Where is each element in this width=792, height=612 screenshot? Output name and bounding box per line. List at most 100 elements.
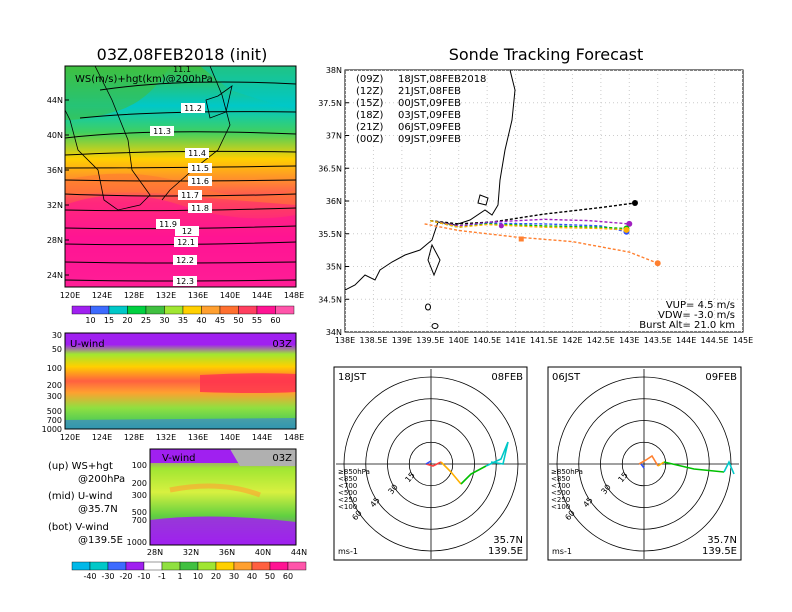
ws-colorbar-cell — [238, 305, 258, 315]
track-lon-tick: 142E — [562, 336, 582, 345]
polar-hodograph-segment — [425, 460, 432, 465]
contour-label-top: 11.1 — [173, 65, 191, 74]
track-lon-tick: 141.5E — [530, 336, 558, 345]
ws-colorbar-label: 30 — [159, 316, 169, 325]
track-end-point — [623, 226, 630, 233]
ws-colorbar-cell — [90, 305, 110, 315]
v-colorbar-cell — [179, 561, 199, 571]
polar-level-label: <100 — [551, 503, 570, 511]
track-lon-tick: 143E — [619, 336, 639, 345]
track-series — [424, 199, 661, 267]
note-bot-2: @139.5E — [78, 535, 123, 546]
track-lat-ticks: 38N 37.5N 37N 36.5N 36N 35.5N 35N 34.5N 34N — [318, 66, 349, 337]
track-lon-tick: 138E — [335, 336, 355, 345]
v-colorbar-label: 30 — [229, 572, 239, 581]
ws-lat-tick: 40N — [47, 131, 63, 140]
uwind-lon-tick: 120E — [60, 433, 80, 442]
contour-label-bg — [188, 176, 212, 186]
polar2-units: ms-1 — [552, 547, 572, 556]
uwind-lon-tick: 124E — [92, 433, 112, 442]
v-colorbar-label: 10 — [193, 572, 203, 581]
v-colorbar-label: 20 — [211, 572, 221, 581]
uwind-time: 03Z — [272, 339, 292, 350]
polar-hodograph-segment — [723, 460, 735, 475]
polar-hodograph-segment — [485, 441, 509, 467]
v-colorbar-label: -1 — [158, 572, 166, 581]
ws-lon-tick: 132E — [156, 291, 176, 300]
polar-hodograph-segment — [460, 465, 487, 485]
polar2-date: 09FEB — [705, 372, 737, 383]
ws-colorbar-label: 25 — [141, 316, 151, 325]
polar-level-label: ≥850hPa — [551, 468, 583, 476]
vwind-label: V-wind — [162, 453, 196, 464]
uwind-p-tick: 700 — [47, 416, 62, 425]
track-lon-tick: 140.5E — [473, 336, 501, 345]
v-colorbar-cell — [143, 561, 163, 571]
note-up-2: @200hPa — [78, 474, 126, 485]
legend-code: (12Z) — [356, 86, 383, 97]
ws-colorbar-label: 45 — [215, 316, 225, 325]
uwind-lon-tick: 132E — [156, 433, 176, 442]
track-lat-tick: 36.5N — [318, 164, 342, 173]
contour-label-bg — [173, 276, 197, 286]
v-colorbar-cell — [71, 561, 91, 571]
polar-level-label: <700 — [338, 482, 357, 490]
polar-level-label: <250 — [551, 496, 570, 504]
v-colorbar-cell — [107, 561, 127, 571]
track-line — [430, 218, 630, 227]
contour-label: 11.5 — [191, 164, 209, 173]
ws-colorbar-cell — [275, 305, 295, 315]
track-burst-marker — [498, 223, 504, 229]
ws-colorbar-cell — [201, 305, 221, 315]
contour-label-bg — [181, 103, 205, 113]
ws-lat-tick: 44N — [47, 96, 63, 105]
vwind-lat-ticks: 28N 32N 36N 40N 44N — [147, 548, 307, 557]
contour-label-bg — [185, 148, 209, 158]
right-title: Sonde Tracking Forecast — [449, 45, 644, 64]
contour-label: 11.8 — [191, 204, 209, 213]
ws-lat-tick: 28N — [47, 236, 63, 245]
ws-contour-labels: 11.2 11.3 11.4 11.5 11.6 11.7 11.8 11.9 12 12.1 12… — [150, 103, 212, 286]
ws-colorbar-label: 10 — [85, 316, 95, 325]
ws-lon-tick: 120E — [60, 291, 80, 300]
vwind-lat-tick: 32N — [183, 548, 199, 557]
contour-label-bg — [173, 255, 197, 265]
note-bot-1: (bot) V-wind — [48, 522, 109, 533]
track-lon-tick: 143.5E — [644, 336, 672, 345]
burst-label: Burst Alt= 21.0 km — [639, 320, 735, 331]
legend-time: 00JST,09FEB — [398, 98, 461, 109]
vdw-label: VDW= -3.0 m/s — [658, 310, 735, 321]
track-lon-tick: 139.5E — [416, 336, 444, 345]
polar2-lon: 139.5E — [702, 546, 737, 557]
polar-level-label: <250 — [338, 496, 357, 504]
ws-colorbar-cell — [145, 305, 165, 315]
legend-code: (18Z) — [356, 110, 383, 121]
contour-label-bg — [156, 219, 180, 229]
ws-colorbar-cell — [127, 305, 147, 315]
vwind-p-tick: 700 — [132, 516, 147, 525]
ws-map-frame — [64, 65, 297, 288]
contour-label: 12 — [182, 227, 192, 236]
contour-label-bg — [174, 237, 198, 247]
coastline-japan — [161, 66, 231, 201]
legend-code: (15Z) — [356, 98, 383, 109]
v-colorbar-cell — [287, 561, 307, 571]
v-colorbar-cell — [89, 561, 109, 571]
track-end-point — [654, 260, 661, 267]
vwind-time: 03Z — [272, 453, 292, 464]
note-mid-1: (mid) U-wind — [48, 491, 113, 502]
track-lon-tick: 140E — [449, 336, 469, 345]
polar1-date: 08FEB — [491, 372, 523, 383]
ws-lon-tick: 128E — [124, 291, 144, 300]
track-lon-tick: 144.5E — [701, 336, 729, 345]
polar2-lat: 35.7N — [707, 535, 737, 546]
ws-lon-tick: 136E — [188, 291, 208, 300]
polar-hodograph-segment — [638, 454, 659, 467]
contour-label: 12.1 — [177, 238, 195, 247]
uwind-lon-tick: 144E — [252, 433, 272, 442]
vwind-p-tick: 300 — [132, 491, 147, 500]
ws-colorbar-cell — [182, 305, 202, 315]
ws-lon-tick: 144E — [252, 291, 272, 300]
ws-lat-tick: 24N — [47, 271, 63, 280]
polar-level-label: <500 — [551, 489, 570, 497]
